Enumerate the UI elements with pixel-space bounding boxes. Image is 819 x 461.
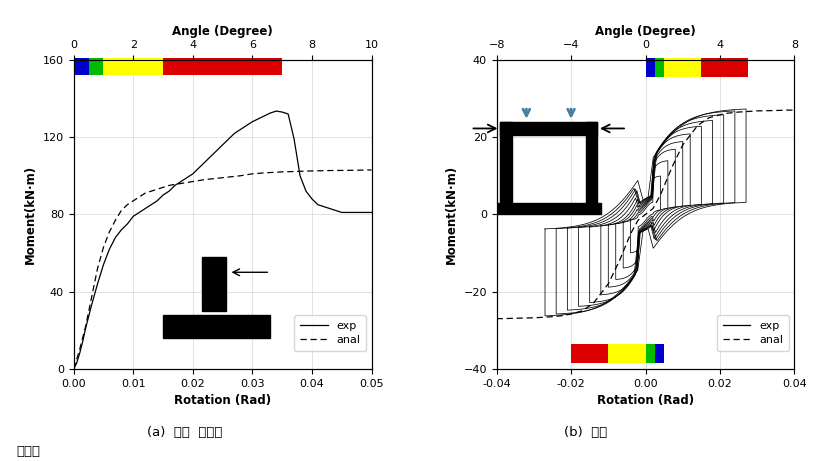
Bar [664,58,701,77]
Bar [655,58,664,77]
Legend: exp, anal: exp, anal [294,315,366,351]
Text: (a)  기둥  실험체: (a) 기둥 실험체 [147,426,222,439]
Bar [586,122,597,203]
Bar [163,58,283,75]
X-axis label: Rotation (Rad): Rotation (Rad) [174,394,271,407]
Bar [571,344,609,363]
Y-axis label: Moment(kN·m): Moment(kN·m) [25,165,38,264]
Bar [103,58,163,75]
X-axis label: Angle (Degree): Angle (Degree) [595,24,696,38]
Bar [645,344,655,363]
Y-axis label: Moment(kN·m): Moment(kN·m) [445,165,458,264]
Text: (b)  골조: (b) 골조 [564,426,607,439]
Bar [645,58,655,77]
Bar [500,122,597,135]
Bar [701,58,748,77]
Bar [88,58,103,75]
Bar [163,315,270,338]
Bar [201,257,225,311]
Text: 실험체: 실험체 [16,445,40,459]
Bar [609,344,645,363]
Bar [500,122,512,203]
Bar [496,203,601,214]
Legend: exp, anal: exp, anal [717,315,789,351]
Bar [655,344,664,363]
X-axis label: Rotation (Rad): Rotation (Rad) [597,394,694,407]
Bar [74,58,88,75]
X-axis label: Angle (Degree): Angle (Degree) [172,24,273,38]
